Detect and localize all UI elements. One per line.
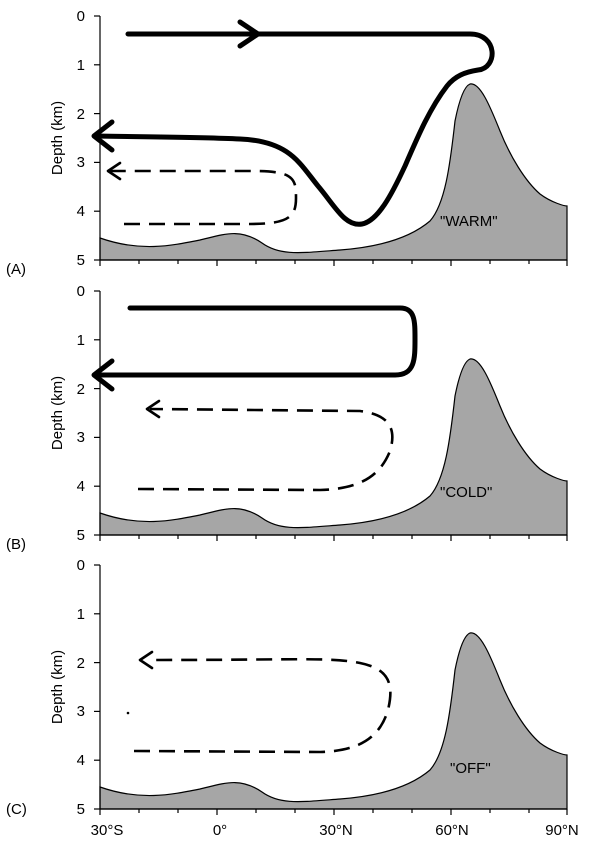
y-tick-label: 0 bbox=[77, 557, 85, 574]
arrowhead-left bbox=[91, 358, 115, 392]
y-axis-ticks bbox=[94, 15, 100, 261]
y-axis-ticks bbox=[94, 290, 100, 536]
y-axis-title: Depth (km) bbox=[49, 101, 66, 175]
y-tick-label: 2 bbox=[77, 381, 85, 398]
stray-dot bbox=[126, 711, 130, 715]
y-tick-label: 4 bbox=[77, 478, 85, 495]
y-tick-labels: 0 1 2 3 4 5 bbox=[77, 283, 85, 544]
mode-label: "COLD" bbox=[440, 484, 492, 501]
y-tick-label: 5 bbox=[77, 252, 85, 269]
y-tick-label: 3 bbox=[77, 703, 85, 720]
x-tick-label: 0° bbox=[213, 822, 227, 839]
y-tick-label: 0 bbox=[77, 283, 85, 300]
y-tick-labels: 0 1 2 3 4 5 bbox=[77, 557, 85, 818]
y-tick-label: 4 bbox=[77, 752, 85, 769]
y-tick-label: 1 bbox=[77, 57, 85, 74]
panel-b: 0 1 2 3 4 5 Depth (km) (B) "COLD" bbox=[6, 283, 568, 553]
deep-cell-dashed bbox=[137, 407, 394, 492]
arrowhead-left-dashed bbox=[106, 161, 122, 181]
arrowhead-left-dashed bbox=[138, 650, 154, 670]
y-tick-label: 3 bbox=[77, 429, 85, 446]
seafloor-topography bbox=[99, 632, 568, 810]
x-tick-label: 60°N bbox=[435, 822, 469, 839]
arrowhead-left-dashed bbox=[145, 399, 161, 419]
y-tick-label: 4 bbox=[77, 203, 85, 220]
x-tick-label: 90°N bbox=[545, 822, 579, 839]
y-tick-label: 5 bbox=[77, 527, 85, 544]
panel-label: (B) bbox=[6, 536, 26, 553]
mode-label: "OFF" bbox=[450, 760, 491, 777]
y-tick-label: 1 bbox=[77, 606, 85, 623]
y-axis-ticks bbox=[94, 564, 100, 810]
y-tick-label: 2 bbox=[77, 106, 85, 123]
x-axis-ticks bbox=[99, 260, 568, 266]
arrowhead-left bbox=[91, 119, 115, 153]
deep-cell-dashed bbox=[133, 657, 392, 754]
cold-shallow-cell bbox=[93, 305, 418, 378]
panel-a: 0 1 2 3 4 5 Depth (km) (A) "WARM" bbox=[6, 8, 568, 278]
flow-halo bbox=[90, 28, 498, 230]
seafloor-topography bbox=[99, 83, 568, 261]
y-axis-title: Depth (km) bbox=[49, 376, 66, 450]
y-tick-label: 2 bbox=[77, 655, 85, 672]
panel-label: (C) bbox=[6, 801, 27, 818]
y-tick-label: 0 bbox=[77, 8, 85, 25]
mode-label: "WARM" bbox=[440, 213, 498, 230]
warm-overturning-cell bbox=[93, 31, 495, 227]
x-tick-label: 30°S bbox=[91, 822, 124, 839]
y-tick-label: 1 bbox=[77, 332, 85, 349]
x-axis-ticks bbox=[99, 535, 568, 541]
y-tick-label: 3 bbox=[77, 154, 85, 171]
x-axis-ticks bbox=[99, 809, 568, 815]
seafloor-topography bbox=[99, 358, 568, 536]
panel-label: (A) bbox=[6, 261, 26, 278]
deep-cell-dashed bbox=[110, 169, 298, 226]
y-axis-title: Depth (km) bbox=[49, 650, 66, 724]
x-tick-label: 30°N bbox=[319, 822, 353, 839]
y-tick-label: 5 bbox=[77, 801, 85, 818]
x-tick-labels: 30°S 0° 30°N 60°N 90°N bbox=[91, 822, 579, 839]
y-tick-labels: 0 1 2 3 4 5 bbox=[77, 8, 85, 269]
panel-c: 0 1 2 3 4 5 Depth (km) (C) "OFF" 30°S 0°… bbox=[6, 557, 579, 839]
arrowhead-right bbox=[237, 19, 261, 49]
